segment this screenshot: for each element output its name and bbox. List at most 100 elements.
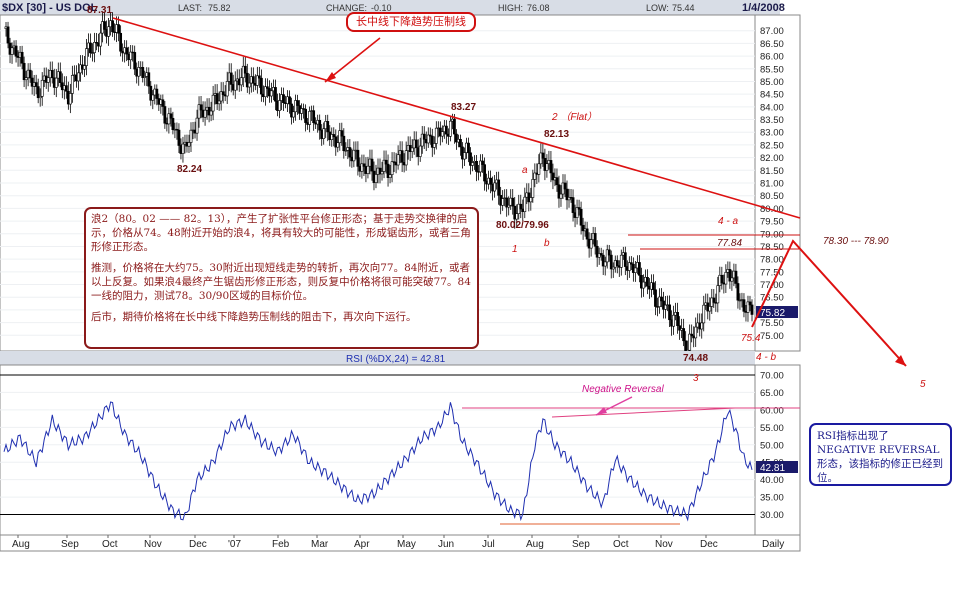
rsi-reversal-line (551, 407, 736, 418)
candle-body (511, 197, 515, 207)
x-axis-label: Dec (189, 539, 207, 550)
label-80-02: 80.02/79.96 (496, 220, 549, 231)
price-tick-label: 87.00 (760, 26, 784, 37)
price-tick-label: 75.50 (760, 318, 784, 329)
candle-body (551, 172, 555, 181)
candle-body (396, 154, 400, 166)
candle-body (161, 99, 165, 107)
candle-body (549, 160, 553, 174)
candle-body (724, 272, 728, 285)
price-tick-label: 82.50 (760, 140, 784, 151)
candle-body (386, 163, 390, 178)
candle-body (292, 111, 295, 118)
candle-body (338, 130, 342, 144)
price-tick-label: 86.00 (760, 52, 784, 63)
candle-body (282, 94, 285, 103)
candle-body (595, 245, 599, 258)
candle-body (111, 20, 114, 33)
candle-body (380, 171, 384, 175)
candle-body (589, 239, 593, 249)
trendline-banner-text: 长中线下降趋势压制线 (356, 15, 466, 28)
candle-body (430, 135, 434, 148)
candle-body (388, 174, 392, 178)
x-axis-label: Oct (613, 539, 629, 550)
candle-body (728, 269, 732, 282)
candle-body (119, 32, 123, 52)
candle-body (360, 163, 364, 172)
candle-body (332, 134, 336, 138)
candle-body (523, 196, 527, 212)
rsi-note-text: RSI指标出现了NEGATIVE REVERSAL 形态，该指标的修正已经到位。 (817, 430, 943, 484)
x-axis-label: Feb (272, 539, 290, 550)
price-tick-label: 77.50 (760, 267, 784, 278)
label-target-range: 78.30 --- 78.90 (823, 236, 889, 247)
candle-body (746, 301, 750, 313)
candle-body (730, 277, 734, 282)
x-axis-label: Apr (354, 539, 370, 550)
candle-body (384, 159, 388, 165)
x-axis-labels: Aug Sep Oct Nov Dec '07 Feb Mar Apr May Jun Jul Aug S… (12, 535, 718, 550)
candle-body (125, 47, 129, 55)
candle-body (308, 111, 312, 125)
candle-body (85, 48, 88, 66)
candle-body (129, 51, 133, 61)
candle-body (541, 152, 545, 159)
candle-body (177, 129, 181, 146)
label-74-48: 74.48 (683, 353, 708, 364)
candle-body (6, 26, 10, 44)
banner-arrow-line (324, 37, 381, 83)
candle-body (629, 262, 633, 265)
candle-body (163, 106, 167, 124)
price-tick-label: 78.00 (760, 255, 784, 266)
analysis-paragraph-2: 推测，价格将在大约75。30附近出现短线走势的转折，再次向77。84附近，或者以… (91, 262, 471, 302)
candle-body (410, 147, 414, 152)
label-wave-2: 2 （Flat） (551, 111, 597, 123)
price-tick-label: 82.00 (760, 153, 784, 164)
candle-body (700, 322, 704, 330)
candle-body (344, 150, 348, 152)
rsi-tick-label: 60.00 (760, 405, 784, 416)
change-value: -0.10 (371, 3, 392, 13)
candle-body (374, 174, 378, 183)
candle-body (475, 160, 478, 172)
price-tick-label: 84.50 (760, 90, 784, 101)
candle-body (579, 208, 583, 226)
candle-body (36, 86, 40, 99)
candle-body (471, 162, 474, 166)
candle-body (390, 161, 394, 175)
candle-body (627, 262, 631, 271)
candle-body (322, 128, 326, 139)
candle-body (274, 87, 277, 102)
x-axis-label: Jun (438, 539, 454, 550)
label-wave-3: 3 (693, 373, 699, 384)
analysis-paragraph-1: 浪2（80。02 —— 82。13），产生了扩张性平台修正形态；基于走势交换律的… (91, 213, 471, 253)
candle-body (581, 224, 585, 232)
candle-body (571, 197, 575, 213)
candle-body (404, 150, 408, 166)
candle-body (455, 133, 458, 143)
price-tick-label: 83.00 (760, 128, 784, 139)
price-candles (4, 11, 754, 365)
candle-body (481, 160, 484, 165)
rsi-axis-panel (754, 364, 801, 536)
candle-body (557, 184, 561, 199)
candle-body (652, 282, 655, 291)
candle-body (91, 52, 94, 54)
x-axis-label: Dec (700, 539, 718, 550)
x-axis-strip (0, 534, 801, 552)
rsi-tick-label: 40.00 (760, 475, 784, 486)
candle-body (197, 104, 201, 119)
price-tick-label: 78.50 (760, 242, 784, 253)
candle-body (243, 65, 247, 74)
price-tick-label: 80.50 (760, 191, 784, 202)
candle-body (239, 77, 243, 86)
last-label: LAST: (178, 3, 202, 13)
rsi-label-strip (0, 351, 755, 365)
candle-body (366, 165, 370, 174)
banner-arrowhead (325, 72, 336, 82)
candle-body (444, 125, 448, 135)
candle-body (623, 252, 627, 267)
candle-body (46, 77, 50, 83)
price-tick-label: 86.50 (760, 39, 784, 50)
candle-body (453, 118, 456, 135)
